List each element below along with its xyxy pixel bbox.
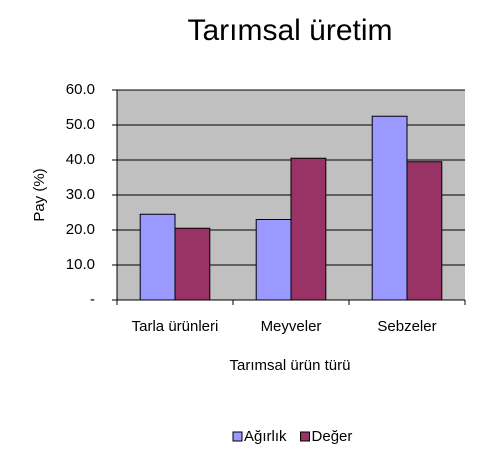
bar [406, 161, 443, 301]
legend-label: Ağırlık [244, 428, 287, 445]
y-tick-label: 10.0 [66, 256, 95, 273]
x-tick-label: Meyveler [261, 318, 322, 335]
bar [255, 219, 292, 301]
legend-swatch [300, 431, 311, 442]
legend-swatch [232, 431, 243, 442]
y-tick-label: 20.0 [66, 221, 95, 238]
y-tick-label: 40.0 [66, 151, 95, 168]
x-tick-label: Tarla ürünleri [132, 318, 219, 335]
y-tick-label: - [90, 291, 95, 308]
bar [290, 157, 327, 301]
bar [174, 227, 211, 301]
y-tick-label: 60.0 [66, 81, 95, 98]
bar [139, 213, 176, 301]
bar [371, 115, 408, 301]
legend-label: Değer [312, 428, 353, 445]
y-tick-label: 50.0 [66, 116, 95, 133]
x-tick-label: Sebzeler [377, 318, 436, 335]
y-axis-title: Pay (%) [31, 168, 48, 221]
chart-title: Tarımsal üretim [187, 14, 392, 47]
y-tick-label: 30.0 [66, 186, 95, 203]
x-axis-title: Tarımsal ürün türü [230, 357, 351, 374]
